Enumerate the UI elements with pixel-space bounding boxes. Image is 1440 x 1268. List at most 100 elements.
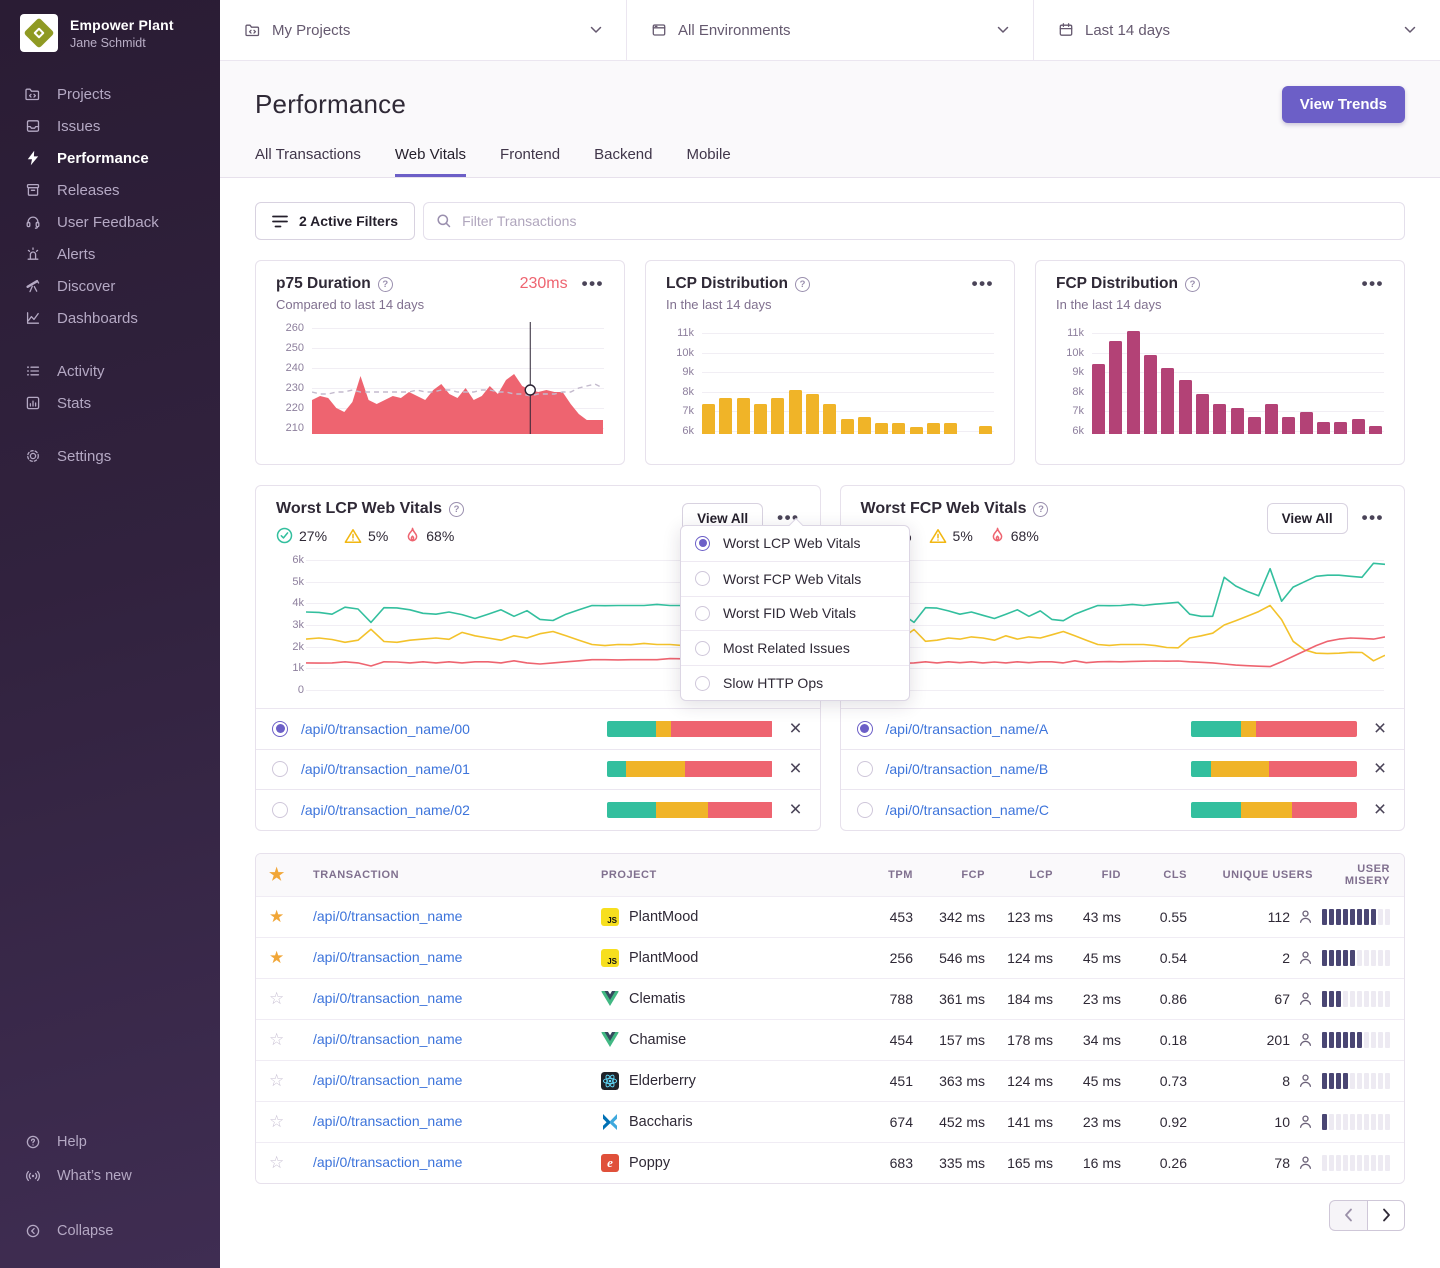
sidebar-item-label: Projects bbox=[57, 86, 111, 103]
user-icon bbox=[1298, 1114, 1313, 1129]
menu-item-radio[interactable] bbox=[695, 571, 710, 586]
sidebar-item-stats[interactable]: Stats bbox=[0, 387, 220, 419]
transaction-link[interactable]: /api/0/transaction_name/B bbox=[886, 761, 1049, 777]
sidebar-item-performance[interactable]: Performance bbox=[0, 142, 220, 174]
transaction-radio[interactable] bbox=[272, 761, 288, 777]
filter-icon bbox=[272, 214, 288, 229]
close-icon[interactable]: × bbox=[788, 722, 804, 736]
tab-mobile[interactable]: Mobile bbox=[686, 146, 730, 177]
star-toggle[interactable]: ☆ bbox=[269, 990, 313, 1007]
sidebar-item-settings[interactable]: Settings bbox=[0, 440, 220, 472]
sidebar-item-activity[interactable]: Activity bbox=[0, 355, 220, 387]
star-toggle[interactable]: ☆ bbox=[269, 1113, 313, 1130]
star-toggle[interactable]: ☆ bbox=[269, 1031, 313, 1048]
dropdown-menu-item[interactable]: Worst FID Web Vitals bbox=[681, 596, 909, 631]
sidebar-item-dashboards[interactable]: Dashboards bbox=[0, 302, 220, 334]
help-icon[interactable]: ? bbox=[795, 277, 810, 292]
search-input[interactable] bbox=[423, 202, 1405, 240]
transaction-radio[interactable] bbox=[857, 761, 873, 777]
transaction-link[interactable]: /api/0/transaction_name bbox=[313, 1113, 462, 1129]
transaction-radio[interactable] bbox=[857, 802, 873, 818]
card-subtitle: Compared to last 14 days bbox=[276, 297, 604, 312]
transaction-radio[interactable] bbox=[272, 721, 288, 737]
tab-all-transactions[interactable]: All Transactions bbox=[255, 146, 361, 177]
sidebar-item-discover[interactable]: Discover bbox=[0, 270, 220, 302]
close-icon[interactable]: × bbox=[1372, 803, 1388, 817]
sidebar-item-whats-new[interactable]: What’s new bbox=[0, 1159, 220, 1193]
card-menu-button[interactable]: ••• bbox=[1362, 279, 1384, 289]
transaction-link[interactable]: /api/0/transaction_name/C bbox=[886, 802, 1049, 818]
help-icon[interactable]: ? bbox=[1033, 502, 1048, 517]
transaction-link[interactable]: /api/0/transaction_name bbox=[313, 908, 462, 924]
dropdown-menu-item[interactable]: Most Related Issues bbox=[681, 630, 909, 665]
project-name: PlantMood bbox=[629, 950, 698, 966]
close-icon[interactable]: × bbox=[788, 803, 804, 817]
vitals-distribution-bar bbox=[607, 802, 773, 818]
previous-page-button[interactable] bbox=[1329, 1200, 1367, 1231]
active-filters-button[interactable]: 2 Active Filters bbox=[255, 202, 415, 240]
vitals-distribution-bar bbox=[607, 721, 773, 737]
menu-item-radio[interactable] bbox=[695, 606, 710, 621]
transaction-link[interactable]: /api/0/transaction_name/02 bbox=[301, 802, 470, 818]
tab-frontend[interactable]: Frontend bbox=[500, 146, 560, 177]
transaction-link[interactable]: /api/0/transaction_name/A bbox=[886, 721, 1049, 737]
sidebar-item-issues[interactable]: Issues bbox=[0, 110, 220, 142]
sidebar-item-help[interactable]: Help bbox=[0, 1125, 220, 1159]
transaction-link[interactable]: /api/0/transaction_name bbox=[313, 990, 462, 1006]
project-filter-dropdown[interactable]: My Projects bbox=[220, 0, 627, 60]
sidebar-item-user-feedback[interactable]: User Feedback bbox=[0, 206, 220, 238]
close-icon[interactable]: × bbox=[1372, 762, 1388, 776]
star-toggle[interactable]: ☆ bbox=[269, 1154, 313, 1171]
tab-web-vitals[interactable]: Web Vitals bbox=[395, 146, 466, 177]
view-trends-button[interactable]: View Trends bbox=[1282, 86, 1405, 123]
close-icon[interactable]: × bbox=[788, 762, 804, 776]
card-menu-button[interactable]: ••• bbox=[1362, 513, 1384, 523]
warning-icon bbox=[344, 528, 362, 544]
transaction-link[interactable]: /api/0/transaction_name bbox=[313, 1031, 462, 1047]
transaction-link[interactable]: /api/0/transaction_name bbox=[313, 1154, 462, 1170]
next-page-button[interactable] bbox=[1367, 1200, 1405, 1231]
transaction-radio[interactable] bbox=[272, 802, 288, 818]
card-menu-button[interactable]: ••• bbox=[972, 279, 994, 289]
y-axis-label: 11k bbox=[1056, 327, 1084, 339]
meh-stat: 5% bbox=[344, 528, 388, 544]
dropdown-menu-item[interactable]: Slow HTTP Ops bbox=[681, 665, 909, 700]
date-filter-dropdown[interactable]: Last 14 days bbox=[1034, 0, 1440, 60]
org-switcher[interactable]: Empower Plant Jane Schmidt bbox=[0, 14, 220, 52]
sidebar-item-alerts[interactable]: Alerts bbox=[0, 238, 220, 270]
star-toggle[interactable]: ★ bbox=[269, 908, 313, 925]
transaction-link[interactable]: /api/0/transaction_name/01 bbox=[301, 761, 470, 777]
close-icon[interactable]: × bbox=[1372, 722, 1388, 736]
transaction-radio[interactable] bbox=[857, 721, 873, 737]
sidebar-item-label: Collapse bbox=[57, 1223, 113, 1239]
menu-item-radio[interactable] bbox=[695, 641, 710, 656]
topbar: My Projects All Environments Last 14 day… bbox=[220, 0, 1440, 61]
star-column-header[interactable]: ★ bbox=[269, 866, 313, 883]
view-all-button[interactable]: View All bbox=[1267, 503, 1348, 534]
card-menu-button[interactable]: ••• bbox=[582, 279, 604, 289]
help-icon[interactable]: ? bbox=[1185, 277, 1200, 292]
transaction-link[interactable]: /api/0/transaction_name bbox=[313, 1072, 462, 1088]
settings-icon bbox=[23, 447, 42, 465]
y-axis-label: 220 bbox=[276, 402, 304, 414]
vitals-distribution-bar bbox=[1191, 761, 1357, 777]
transaction-link[interactable]: /api/0/transaction_name bbox=[313, 949, 462, 965]
tab-backend[interactable]: Backend bbox=[594, 146, 652, 177]
environment-filter-dropdown[interactable]: All Environments bbox=[627, 0, 1034, 60]
help-icon[interactable]: ? bbox=[449, 502, 464, 517]
menu-item-radio[interactable] bbox=[695, 676, 710, 691]
sidebar-item-projects[interactable]: Projects bbox=[0, 78, 220, 110]
sidebar-item-releases[interactable]: Releases bbox=[0, 174, 220, 206]
menu-item-radio[interactable] bbox=[695, 536, 710, 551]
user-name: Jane Schmidt bbox=[70, 36, 174, 50]
star-toggle[interactable]: ★ bbox=[269, 949, 313, 966]
dropdown-menu-item[interactable]: Worst FCP Web Vitals bbox=[681, 561, 909, 596]
vitals-distribution-bar bbox=[1191, 721, 1357, 737]
transaction-link[interactable]: /api/0/transaction_name/00 bbox=[301, 721, 470, 737]
y-axis-label: 230 bbox=[276, 382, 304, 394]
help-icon[interactable]: ? bbox=[378, 277, 393, 292]
sidebar-item-collapse[interactable]: Collapse bbox=[0, 1214, 220, 1248]
project-name: Clematis bbox=[629, 991, 685, 1007]
pagination bbox=[255, 1200, 1405, 1231]
star-toggle[interactable]: ☆ bbox=[269, 1072, 313, 1089]
